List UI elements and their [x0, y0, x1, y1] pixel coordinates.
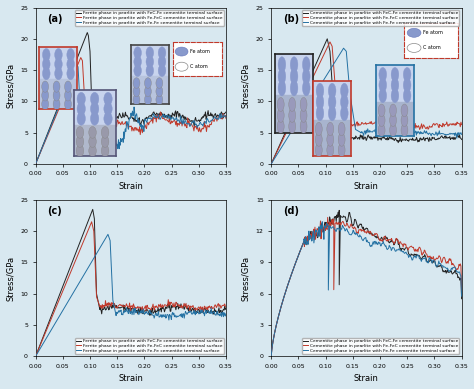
X-axis label: Strain: Strain [354, 375, 379, 384]
Text: (d): (d) [283, 206, 299, 216]
Legend: Ferrite phase in pearlite with FeC-Fe cementite terminal surface, Ferrite phase : Ferrite phase in pearlite with FeC-Fe ce… [75, 10, 224, 26]
Text: (b): (b) [283, 14, 299, 24]
Y-axis label: Stress/GPa: Stress/GPa [6, 256, 15, 301]
Legend: Ferrite phase in pearlite with FeC-Fe cementite terminal surface, Ferrite phase : Ferrite phase in pearlite with FeC-Fe ce… [75, 338, 224, 354]
X-axis label: Strain: Strain [354, 182, 379, 191]
Legend: Cementite phase in pearlite with FeC-Fe cementite terminal surface, Cementite ph: Cementite phase in pearlite with FeC-Fe … [301, 338, 459, 354]
Y-axis label: Stress/GPa: Stress/GPa [6, 63, 15, 108]
Y-axis label: Stress/GPa: Stress/GPa [241, 256, 250, 301]
Text: (c): (c) [47, 206, 62, 216]
Text: (a): (a) [47, 14, 63, 24]
X-axis label: Strain: Strain [118, 375, 143, 384]
Legend: Cementite phase in pearlite with FeC-Fe cementite terminal surface, Cementite ph: Cementite phase in pearlite with FeC-Fe … [301, 10, 459, 26]
Y-axis label: Stress/GPa: Stress/GPa [241, 63, 250, 108]
X-axis label: Strain: Strain [118, 182, 143, 191]
